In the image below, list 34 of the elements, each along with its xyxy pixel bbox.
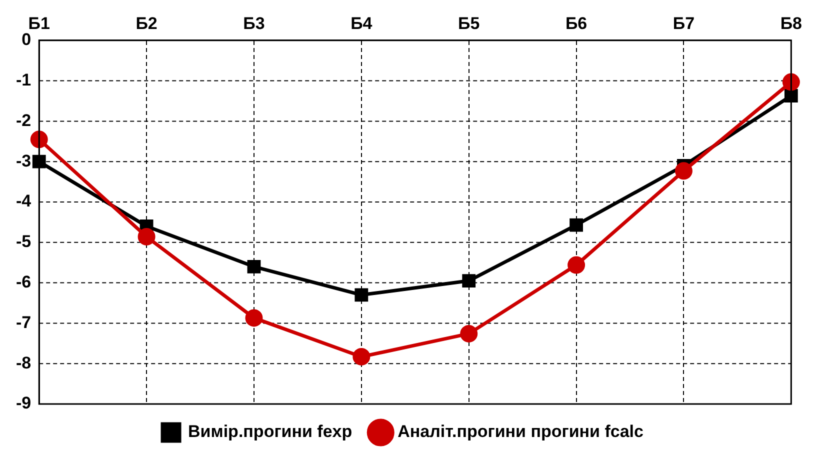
x-tick-label: Б1: [28, 14, 50, 33]
y-tick-label: -9: [16, 394, 32, 413]
point: [32, 154, 46, 168]
point: [782, 73, 800, 91]
legend-label: Вимір.прогини fexp: [188, 422, 352, 442]
point: [462, 274, 476, 288]
point: [352, 348, 370, 366]
y-tick-label: -8: [16, 353, 32, 372]
y-tick-label: 0: [22, 30, 32, 50]
y-tick-label: -7: [16, 312, 32, 332]
y-tick-label: -5: [16, 232, 32, 252]
y-tick-label: -2: [16, 110, 32, 130]
point: [568, 256, 586, 274]
x-tick-label: Б4: [350, 14, 373, 33]
x-tick-label: Б3: [243, 14, 265, 33]
x-tick-label: Б2: [136, 14, 158, 33]
point: [570, 218, 583, 232]
y-tick-label: -3: [16, 151, 32, 170]
y-tick-label: -4: [16, 192, 32, 211]
legend-label: Аналіт.прогини прогини fcalc: [398, 422, 644, 442]
point: [245, 309, 263, 327]
point: [138, 228, 156, 246]
x-tick-label: Б7: [672, 14, 695, 33]
x-tick-label: Б5: [458, 14, 480, 33]
point: [354, 288, 368, 302]
y-tick-label: -1: [16, 70, 32, 90]
point: [247, 260, 261, 274]
x-tick-label: Б6: [565, 14, 588, 33]
x-tick-label: Б8: [780, 14, 802, 33]
point: [460, 324, 478, 342]
point: [674, 162, 692, 180]
point: [784, 89, 798, 102]
y-tick-label: -6: [16, 272, 32, 292]
point: [30, 130, 48, 148]
